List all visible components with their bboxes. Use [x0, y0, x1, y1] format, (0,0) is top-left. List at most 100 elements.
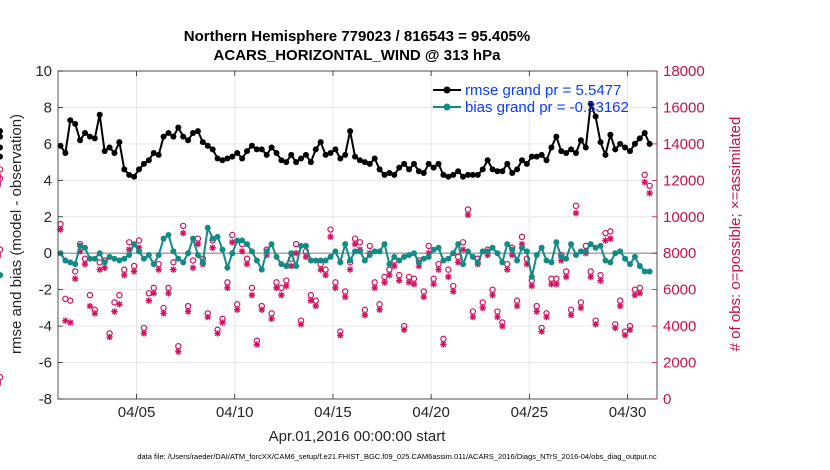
rmse-point — [445, 173, 452, 180]
assimilated-marker — [400, 326, 408, 333]
bias-point — [415, 259, 422, 266]
assimilated-stroke — [563, 274, 570, 280]
rmse-point — [283, 159, 290, 166]
assimilated-marker — [533, 308, 540, 315]
assimilated-marker — [337, 332, 344, 339]
left-axis-ticks: -8 -6 -4 -2 0 2 4 6 8 10 — [35, 63, 63, 408]
rmse-point — [258, 146, 265, 153]
rmse-point — [145, 157, 152, 164]
rmse-point — [116, 139, 123, 146]
bias-point — [62, 257, 69, 264]
rmse-point — [106, 144, 113, 151]
assimilated-marker — [224, 284, 231, 292]
bias-point — [582, 248, 589, 255]
assimilated-marker — [626, 326, 634, 333]
assimilated-marker — [371, 284, 378, 292]
rmse-point — [234, 150, 241, 156]
assimilated-stroke — [91, 310, 98, 317]
possible-marker — [518, 233, 526, 241]
assimilated-stroke — [165, 290, 172, 297]
rmse-point — [523, 160, 530, 167]
bias-point — [165, 232, 172, 238]
rmse-point — [474, 171, 481, 178]
possible-marker — [248, 284, 256, 292]
bias-point — [396, 257, 403, 264]
rmse-point — [239, 155, 246, 162]
assimilated-stroke — [337, 332, 344, 339]
rmse-point — [356, 157, 363, 164]
assimilated-stroke — [636, 290, 643, 297]
rmse-point — [0, 128, 3, 135]
assimilated-stroke — [170, 266, 177, 273]
assimilated-marker — [553, 281, 560, 288]
rmse-point — [558, 148, 565, 155]
assimilated-marker — [361, 311, 369, 319]
rmse-point — [278, 157, 285, 164]
bias-point — [258, 266, 265, 273]
bias-point — [440, 257, 447, 264]
bias-point — [597, 242, 604, 249]
assimilated-marker — [229, 239, 236, 246]
bias-point — [558, 253, 565, 260]
bias-point — [155, 252, 162, 259]
assimilated-marker — [562, 273, 570, 281]
assimilated-marker — [86, 302, 94, 310]
bias-point — [509, 246, 516, 253]
assimilated-stroke — [445, 274, 452, 280]
possible-marker — [180, 222, 187, 230]
assimilated-stroke — [145, 297, 152, 304]
rmse-point — [582, 144, 589, 151]
bias-point — [504, 241, 511, 248]
bias-point — [386, 261, 393, 268]
left-tick-label: 2 — [44, 209, 52, 226]
bias-point — [239, 237, 246, 244]
assimilated-marker — [268, 315, 275, 323]
x-tick-label: 04/10 — [216, 404, 254, 421]
assimilated-marker — [180, 229, 187, 237]
bias-point — [499, 259, 506, 266]
assimilated-stroke — [268, 315, 275, 322]
rmse-point — [592, 113, 599, 120]
possible-marker — [607, 228, 614, 235]
assimilated-stroke — [514, 303, 520, 309]
rmse-point — [469, 171, 476, 178]
plot-border — [57, 70, 658, 400]
assimilated-stroke — [317, 266, 324, 273]
x-tick-label: 04/15 — [314, 404, 352, 421]
rmse-point — [244, 148, 251, 155]
assimilated-stroke — [543, 314, 550, 320]
x-tick-label: 04/25 — [511, 404, 549, 421]
bias-point — [160, 235, 167, 242]
assimilated-marker — [454, 259, 462, 266]
rmse-point — [602, 151, 609, 158]
bias-point — [484, 248, 491, 255]
rmse-point — [155, 151, 162, 158]
bias-point — [410, 250, 417, 257]
assimilated-stroke — [465, 212, 471, 218]
assimilated-stroke — [101, 264, 108, 271]
assimilated-stroke — [499, 323, 506, 329]
rmse-point — [440, 171, 447, 178]
possible-marker — [229, 231, 236, 239]
assimilated-stroke — [617, 303, 624, 309]
rmse-point — [214, 155, 221, 162]
possible-marker — [327, 226, 334, 233]
bias-point — [214, 233, 221, 240]
assimilated-stroke — [347, 266, 353, 273]
assimilated-stroke — [489, 292, 496, 298]
assimilated-marker — [184, 308, 192, 315]
rmse-point — [322, 151, 329, 158]
rmse-point — [302, 151, 309, 158]
assimilated-stroke — [406, 279, 412, 286]
rmse-point — [366, 160, 373, 167]
bias-point — [391, 253, 398, 260]
rmse-point — [253, 146, 260, 153]
rmse-point — [126, 171, 133, 178]
assimilated-marker — [302, 253, 310, 261]
assimilated-stroke — [568, 312, 574, 319]
assimilated-stroke — [87, 303, 93, 309]
rmse-point — [460, 173, 467, 180]
assimilated-stroke — [450, 288, 457, 295]
assimilated-marker — [612, 324, 619, 332]
left-tick-label: -6 — [39, 355, 52, 372]
